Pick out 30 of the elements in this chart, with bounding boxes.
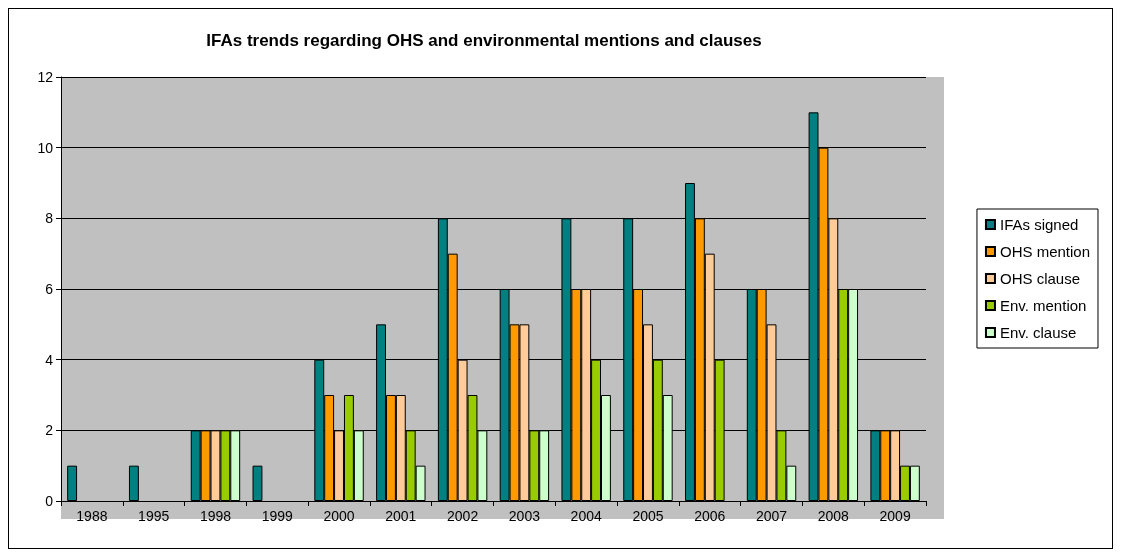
x-tick-label: 2004 — [570, 508, 602, 524]
legend-label: Env. mention — [999, 297, 1087, 314]
x-tick-label: 2003 — [508, 508, 541, 524]
legend-label: Env. clause — [999, 324, 1077, 341]
legend-label: OHS clause — [999, 270, 1081, 287]
x-tick-label: 1999 — [261, 508, 294, 524]
x-tick-label: 2005 — [632, 508, 664, 524]
chart-title: IFAs trends regarding OHS and environmental mentions and clauses — [206, 31, 762, 50]
y-tick-label: 4 — [45, 351, 54, 368]
bar — [67, 465, 78, 501]
x-tick-label: 1995 — [138, 508, 170, 524]
x-tick-label: 2001 — [385, 508, 417, 524]
y-tick-label: 6 — [45, 281, 54, 297]
y-tick-label: 0 — [45, 493, 54, 509]
x-tick-label: 2008 — [817, 508, 850, 524]
x-tick-label: 2006 — [694, 508, 726, 524]
x-tick-label: 2002 — [447, 508, 479, 524]
x-tick-label: 1998 — [199, 508, 232, 524]
bar — [128, 465, 139, 501]
y-tick-label: 8 — [45, 210, 54, 227]
x-tick-label: 2000 — [323, 508, 355, 524]
legend-label: OHS mention — [999, 243, 1091, 260]
y-tick-label: 12 — [37, 69, 54, 85]
x-tick-label: 2007 — [755, 508, 788, 524]
x-tick-label: 1988 — [76, 508, 108, 524]
y-tick-label: 2 — [45, 422, 54, 439]
x-tick-label: 2009 — [879, 508, 911, 524]
legend-label: IFAs signed — [999, 216, 1079, 233]
y-tick-label: 10 — [37, 139, 54, 156]
bar — [252, 465, 263, 501]
